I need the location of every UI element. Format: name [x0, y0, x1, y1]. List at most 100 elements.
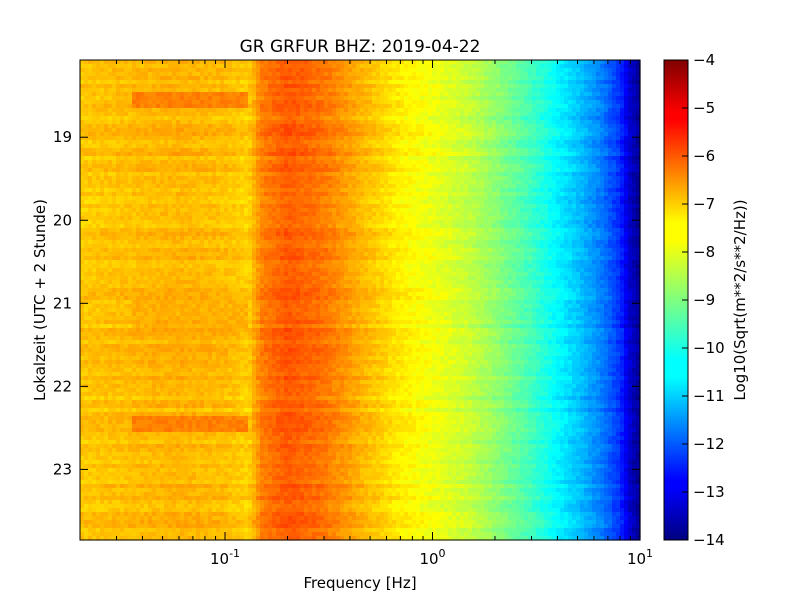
heatmap-cell: [328, 84, 333, 89]
heatmap-cell: [380, 92, 385, 97]
heatmap-cell: [224, 92, 229, 97]
heatmap-cell: [408, 120, 413, 125]
heatmap-cell: [116, 144, 121, 149]
heatmap-cell: [536, 72, 541, 77]
heatmap-cell: [608, 92, 613, 97]
heatmap-cell: [84, 188, 89, 193]
heatmap-cell: [140, 196, 145, 201]
heatmap-cell: [468, 76, 473, 81]
heatmap-cell: [356, 200, 361, 205]
heatmap-cell: [80, 72, 85, 77]
heatmap-cell: [580, 144, 585, 149]
heatmap-cell: [556, 88, 561, 93]
heatmap-cell: [516, 132, 521, 137]
heatmap-cell: [120, 104, 125, 109]
heatmap-cell: [228, 84, 233, 89]
heatmap-cell: [320, 76, 325, 81]
heatmap-cell: [576, 112, 581, 117]
heatmap-cell: [480, 160, 485, 165]
heatmap-cell: [464, 200, 469, 205]
heatmap-cell: [552, 196, 557, 201]
heatmap-cell: [144, 124, 149, 129]
heatmap-cell: [448, 124, 453, 129]
heatmap-cell: [328, 180, 333, 185]
heatmap-cell: [556, 96, 561, 101]
heatmap-cell: [136, 92, 141, 97]
heatmap-cell: [580, 164, 585, 169]
heatmap-cell: [488, 164, 493, 169]
heatmap-cell: [592, 148, 597, 153]
heatmap-cell: [472, 88, 477, 93]
heatmap-cell: [344, 164, 349, 169]
heatmap-cell: [624, 172, 629, 177]
heatmap-cell: [244, 180, 249, 185]
heatmap-cell: [448, 168, 453, 173]
heatmap-cell: [352, 120, 357, 125]
heatmap-cell: [240, 68, 245, 73]
heatmap-cell: [580, 76, 585, 81]
heatmap-cell: [448, 164, 453, 169]
heatmap-cell: [156, 184, 161, 189]
heatmap-cell: [536, 196, 541, 201]
heatmap-cell: [180, 156, 185, 161]
heatmap-cell: [544, 196, 549, 201]
heatmap-cell: [256, 136, 261, 141]
heatmap-cell: [156, 128, 161, 133]
heatmap-cell: [252, 64, 257, 69]
heatmap-cell: [472, 180, 477, 185]
heatmap-cell: [480, 72, 485, 77]
heatmap-cell: [304, 76, 309, 81]
heatmap-cell: [544, 140, 549, 145]
heatmap-cell: [240, 180, 245, 185]
heatmap-cell: [324, 148, 329, 153]
heatmap-cell: [488, 160, 493, 165]
heatmap-cell: [588, 76, 593, 81]
heatmap-cell: [400, 188, 405, 193]
heatmap-cell: [180, 200, 185, 205]
heatmap-cell: [128, 144, 133, 149]
heatmap-cell: [128, 96, 133, 101]
heatmap-cell: [104, 156, 109, 161]
heatmap-cell: [292, 100, 297, 105]
heatmap-cell: [540, 192, 545, 197]
heatmap-cell: [580, 68, 585, 73]
heatmap-cell: [324, 72, 329, 77]
heatmap-cell: [460, 132, 465, 137]
heatmap-cell: [156, 180, 161, 185]
heatmap-cell: [260, 164, 265, 169]
heatmap-cell: [560, 196, 565, 201]
heatmap-cell: [508, 108, 513, 113]
heatmap-cell: [560, 164, 565, 169]
heatmap-cell: [432, 68, 437, 73]
heatmap-cell: [152, 188, 157, 193]
heatmap-cell: [112, 124, 117, 129]
heatmap-cell: [148, 128, 153, 133]
heatmap-cell: [408, 72, 413, 77]
heatmap-cell: [492, 64, 497, 69]
heatmap-cell: [608, 140, 613, 145]
heatmap-cell: [304, 108, 309, 113]
heatmap-cell: [388, 148, 393, 153]
heatmap-cell: [464, 144, 469, 149]
heatmap-cell: [520, 80, 525, 85]
heatmap-cell: [296, 60, 301, 65]
heatmap-cell: [268, 128, 273, 133]
heatmap-cell: [592, 160, 597, 165]
heatmap-cell: [248, 132, 253, 137]
heatmap-cell: [520, 128, 525, 133]
heatmap-cell: [324, 152, 329, 157]
heatmap-cell: [524, 168, 529, 173]
heatmap-cell: [476, 128, 481, 133]
heatmap-cell: [564, 140, 569, 145]
heatmap-cell: [232, 136, 237, 141]
heatmap-cell: [264, 88, 269, 93]
heatmap-cell: [124, 140, 129, 145]
heatmap-cell: [504, 180, 509, 185]
heatmap-cell: [252, 184, 257, 189]
heatmap-cell: [236, 92, 241, 97]
heatmap-cell: [472, 92, 477, 97]
heatmap-cell: [356, 100, 361, 105]
heatmap-cell: [596, 72, 601, 77]
heatmap-cell: [228, 112, 233, 117]
heatmap-cell: [400, 148, 405, 153]
